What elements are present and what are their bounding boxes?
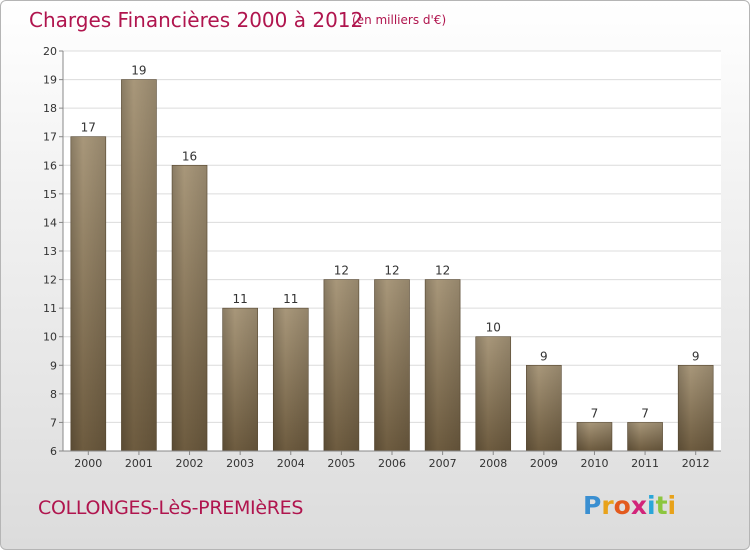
- x-tick-label-2001: 2001: [125, 457, 153, 470]
- commune-name: COLLONGES-LèS-PREMIèRES: [38, 497, 304, 519]
- y-tick-label: 11: [43, 302, 57, 315]
- y-tick-label: 8: [50, 388, 57, 401]
- bar-shade-2004: [273, 308, 309, 451]
- x-tick-label-2006: 2006: [378, 457, 406, 470]
- x-tick-label-2007: 2007: [429, 457, 457, 470]
- data-label-2008: 10: [486, 321, 501, 335]
- y-tick-label: 14: [43, 216, 57, 229]
- x-tick-label-2000: 2000: [74, 457, 102, 470]
- y-tick-label: 12: [43, 274, 57, 287]
- data-label-2012: 9: [692, 349, 700, 363]
- logo-letter: P: [583, 491, 602, 520]
- data-label-2007: 12: [435, 264, 450, 278]
- y-tick-label: 7: [50, 416, 57, 429]
- bar-shade-2000: [70, 136, 106, 451]
- data-label-2006: 12: [384, 264, 399, 278]
- bar-shade-2012: [678, 365, 714, 451]
- data-label-2009: 9: [540, 349, 548, 363]
- data-label-2005: 12: [334, 264, 349, 278]
- bars: [70, 79, 714, 452]
- x-tick-label-2010: 2010: [580, 457, 608, 470]
- bar-shade-2011: [627, 422, 663, 451]
- y-tick-label: 6: [50, 445, 57, 458]
- y-tick-label: 18: [43, 102, 57, 115]
- logo-letter: i: [667, 491, 677, 520]
- axes: [59, 50, 721, 455]
- proxiti-logo: Proxiti: [583, 491, 676, 520]
- x-tick-label-2008: 2008: [479, 457, 507, 470]
- data-label-2011: 7: [641, 406, 649, 420]
- bar-shade-2002: [172, 165, 208, 452]
- x-tick-label-2012: 2012: [682, 457, 710, 470]
- y-tick-label: 19: [43, 74, 57, 87]
- logo-letter: x: [630, 491, 647, 520]
- data-label-2010: 7: [591, 406, 599, 420]
- bar-shade-2005: [323, 279, 359, 451]
- bar-shade-2001: [121, 79, 157, 452]
- bar-shade-2009: [526, 365, 562, 451]
- logo-letter: r: [601, 491, 614, 520]
- x-tick-label-2004: 2004: [277, 457, 305, 470]
- x-tick-label-2011: 2011: [631, 457, 659, 470]
- bar-shade-2006: [374, 279, 410, 451]
- bar-shade-2010: [576, 422, 612, 451]
- bar-shade-2003: [222, 308, 258, 451]
- x-tick-label-2002: 2002: [176, 457, 204, 470]
- y-tick-label: 13: [43, 245, 57, 258]
- y-tick-label: 10: [43, 331, 57, 344]
- data-label-2004: 11: [283, 292, 298, 306]
- data-label-2002: 16: [182, 149, 197, 163]
- data-label-2001: 19: [131, 64, 146, 78]
- data-label-2003: 11: [233, 292, 248, 306]
- logo-letter: i: [647, 491, 656, 520]
- data-label-2000: 17: [81, 121, 96, 135]
- chart-subtitle: (en milliers d'€): [352, 13, 447, 27]
- y-tick-label: 9: [50, 359, 57, 372]
- x-tick-label-2005: 2005: [327, 457, 355, 470]
- x-tick-label-2009: 2009: [530, 457, 558, 470]
- logo-letter: t: [655, 491, 668, 520]
- y-tick-label: 16: [43, 159, 57, 172]
- y-tick-label: 20: [43, 45, 57, 58]
- y-tick-label: 17: [43, 131, 57, 144]
- labels: 6 7 8 9 10 11 12 13 14 15 16 17 18 19 20 17 2000 19 2001 16…: [43, 45, 710, 470]
- logo-letter: o: [613, 491, 631, 520]
- chart-title: Charges Financières 2000 à 2012: [29, 8, 364, 32]
- x-tick-label-2003: 2003: [226, 457, 254, 470]
- bar-shade-2008: [475, 336, 511, 451]
- y-tick-label: 15: [43, 188, 57, 201]
- bar-shade-2007: [425, 279, 461, 451]
